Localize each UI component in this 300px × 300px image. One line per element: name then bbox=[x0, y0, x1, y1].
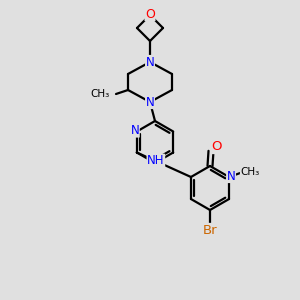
Text: O: O bbox=[211, 140, 221, 154]
Text: N: N bbox=[227, 169, 236, 182]
Text: Br: Br bbox=[203, 224, 217, 236]
Text: NH: NH bbox=[147, 154, 165, 167]
Text: O: O bbox=[145, 8, 155, 20]
Text: N: N bbox=[146, 56, 154, 68]
Text: N: N bbox=[130, 124, 139, 137]
Text: CH₃: CH₃ bbox=[91, 89, 110, 99]
Text: CH₃: CH₃ bbox=[240, 167, 260, 177]
Text: N: N bbox=[146, 95, 154, 109]
